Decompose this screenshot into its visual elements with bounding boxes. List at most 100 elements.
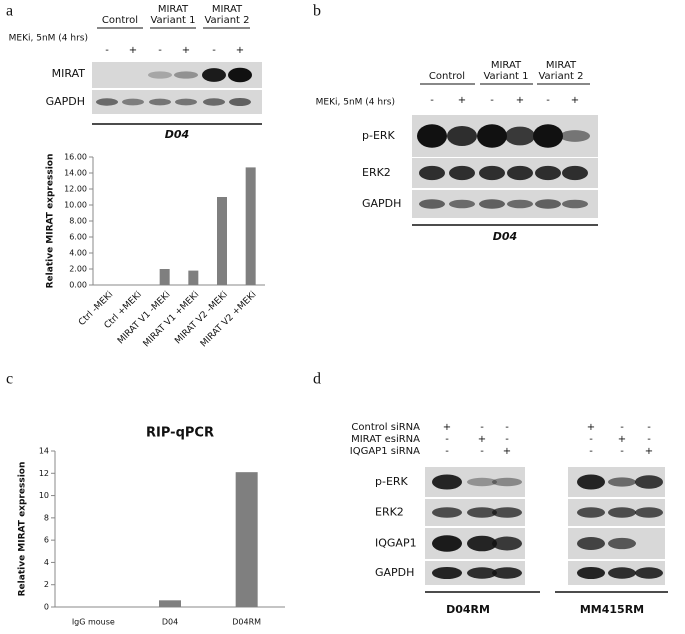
row-label: MIRAT [52, 67, 86, 80]
y-tick-label: 6.00 [69, 233, 87, 242]
blot-band [562, 199, 588, 209]
cell-line: D04 [493, 230, 517, 243]
blot-band [608, 567, 636, 579]
treatment-label: MEKi, 5nM (4 hrs) [9, 34, 88, 44]
row-label: ERK2 [362, 166, 391, 179]
blot-band [229, 97, 251, 107]
blot-band [492, 477, 522, 487]
group-label: MIRAT [158, 4, 189, 15]
chart-title: RIP-qPCR [146, 426, 214, 441]
group-label: MIRAT [546, 60, 577, 71]
y-tick-label: 4 [44, 558, 49, 567]
condition-label: Control siRNA [351, 422, 420, 433]
cell-line: D04 [165, 128, 189, 141]
sign: + [443, 422, 451, 433]
y-tick-label: 10 [39, 491, 49, 500]
sign: - [445, 434, 449, 445]
condition-label: MIRAT esiRNA [351, 434, 420, 445]
sign: - [490, 95, 494, 106]
sign: - [647, 434, 651, 445]
blot-band [203, 98, 225, 106]
y-tick-label: 12 [39, 469, 49, 478]
cell-line: MM415RM [580, 603, 644, 616]
row-label: p-ERK [362, 129, 396, 142]
y-axis-label: Relative MIRAT expression [46, 154, 56, 289]
blot-band [202, 68, 226, 82]
blot-band [608, 507, 636, 518]
y-tick-label: 14 [39, 447, 49, 456]
sign: - [647, 422, 651, 433]
row-label: ERK2 [375, 506, 404, 519]
sign: - [505, 434, 509, 445]
sign: - [158, 45, 162, 56]
y-tick-label: 12.00 [64, 185, 87, 194]
x-tick-label: MIRAT V2 -MEKi [173, 290, 230, 347]
blot-band [577, 507, 605, 518]
y-tick-label: 2 [44, 580, 49, 589]
row-label: p-ERK [375, 475, 409, 488]
bar [188, 270, 199, 285]
sign: + [129, 45, 137, 56]
panel-letter: c [6, 371, 13, 388]
blot-band [149, 98, 171, 106]
blot-band [608, 477, 636, 487]
sign: - [620, 422, 624, 433]
blot-band [533, 124, 563, 148]
blot-band [467, 535, 497, 552]
sign: + [645, 446, 653, 457]
blot-band [228, 67, 252, 83]
blot-band [174, 71, 198, 79]
sign: + [458, 95, 466, 106]
y-tick-label: 2.00 [69, 265, 87, 274]
x-tick-label: IgG mouse [72, 618, 115, 627]
sign: - [480, 422, 484, 433]
sign: + [571, 95, 579, 106]
blot-band [505, 126, 535, 146]
blot-band [449, 165, 475, 181]
blot-band [635, 475, 663, 489]
y-tick-label: 10.00 [64, 201, 87, 210]
blot-band [148, 71, 172, 79]
blot-band [492, 567, 522, 579]
bar [235, 472, 258, 607]
row-label: IQGAP1 [375, 537, 417, 550]
blot-band [467, 567, 497, 579]
group-label: Control [429, 71, 465, 82]
panel-letter: b [313, 3, 321, 20]
blot-band [419, 165, 445, 181]
blot-band [635, 567, 663, 579]
sign: - [212, 45, 216, 56]
y-axis-label: Relative MIRAT expression [18, 462, 28, 597]
sign: + [618, 434, 626, 445]
y-tick-label: 16.00 [64, 153, 87, 162]
y-tick-label: 14.00 [64, 169, 87, 178]
blot-band [417, 124, 447, 148]
group-label: Control [102, 15, 138, 26]
blot-band [577, 474, 605, 490]
y-tick-label: 0.00 [69, 281, 87, 290]
blot-band [479, 199, 505, 209]
y-tick-label: 4.00 [69, 249, 87, 258]
blot-band [492, 507, 522, 518]
blot-band [479, 165, 505, 181]
sign: - [105, 45, 109, 56]
x-tick-label: MIRAT V2 +MEKi [199, 290, 259, 350]
sign: + [516, 95, 524, 106]
bar [217, 197, 227, 285]
blot-band [507, 165, 533, 181]
sign: - [480, 446, 484, 457]
y-tick-label: 6 [44, 536, 49, 545]
blot-band [562, 165, 588, 181]
row-label: GAPDH [46, 95, 85, 108]
blot-band [96, 98, 118, 106]
bar [159, 269, 170, 285]
bar [245, 167, 256, 285]
blot-band [492, 536, 522, 551]
blot-band [477, 124, 507, 148]
blot-band [635, 507, 663, 518]
y-tick-label: 8.00 [69, 217, 87, 226]
blot-band [419, 199, 445, 209]
blot-band [507, 199, 533, 209]
blot-band [447, 126, 477, 146]
